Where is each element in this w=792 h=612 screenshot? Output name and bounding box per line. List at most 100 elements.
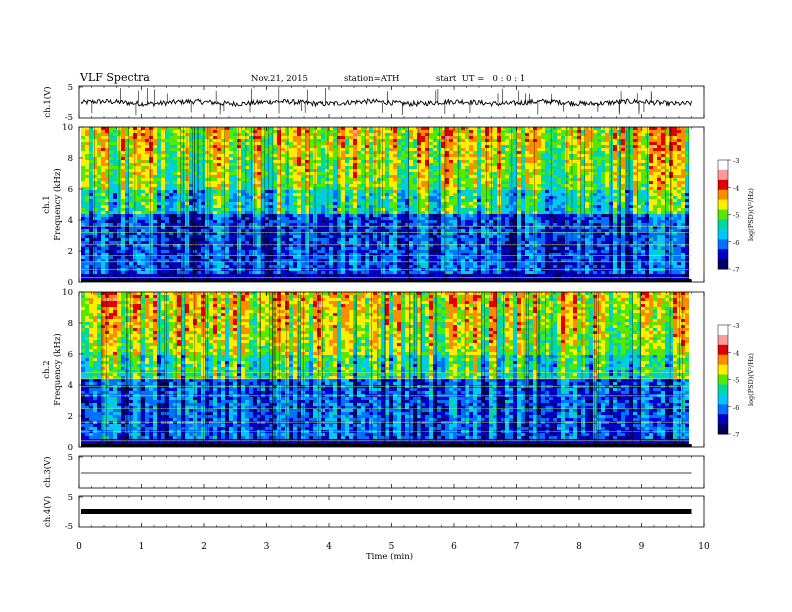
ch1-spectrogram-cell — [229, 244, 233, 247]
ch1-spectrogram-cell — [233, 262, 237, 265]
ch1-spectrogram-cell — [89, 256, 93, 259]
ch1-spectrogram-cell — [157, 145, 161, 148]
ch1-spectrogram-cell — [433, 127, 437, 130]
ch1-spectrogram-cell — [149, 220, 153, 223]
ch1-spectrogram-cell — [165, 277, 169, 280]
ch1-spectrogram-cell — [385, 235, 389, 238]
ch1-spectrogram-cell — [205, 166, 209, 169]
ch1-spectrogram-cell — [221, 145, 225, 148]
ch1-spectrogram-cell — [105, 223, 109, 226]
ch1-spectrogram-cell — [413, 265, 417, 268]
ch1-spectrogram-cell — [269, 229, 273, 232]
ch1-spectrogram-cell — [381, 208, 385, 211]
ch1-spectrogram-cell — [333, 160, 337, 163]
ch1-spectrogram-cell — [225, 169, 229, 172]
ch1-spectrogram-cell — [201, 205, 205, 208]
ch1-spectrogram-cell — [177, 223, 181, 226]
ch1-spectrogram-cell — [401, 157, 405, 160]
ch1-spectrogram-cell — [325, 163, 329, 166]
ch1-spectrogram-cell — [173, 241, 177, 244]
ch1-spectrogram-cell — [341, 193, 345, 196]
ch1-spectrogram-cell — [221, 247, 225, 250]
ch1-spectrogram-cell — [129, 211, 133, 214]
ch1-spectrogram-cell — [273, 139, 277, 142]
ch1-spectrogram-cell — [125, 199, 129, 202]
ch1-spectrogram-cell — [217, 247, 221, 250]
ch1-spectrogram-cell — [369, 205, 373, 208]
ch1-spectrogram-cell — [305, 166, 309, 169]
ch1-spectrogram-cell — [245, 190, 249, 193]
ch1-spectrogram-cell — [249, 175, 253, 178]
ch1-spectrogram-cell — [381, 253, 385, 256]
ch1-spectrogram-cell — [385, 187, 389, 190]
ch1-spectrogram-cell — [405, 187, 409, 190]
ch1-spectrogram-cell — [161, 163, 165, 166]
ch1-spectrogram-cell — [309, 199, 313, 202]
ch1-spectrogram-cell — [193, 211, 197, 214]
ch1-spectrogram-cell — [213, 238, 217, 241]
ch1-spectrogram-cell — [409, 205, 413, 208]
ch1-spectrogram-cell — [449, 262, 453, 265]
ch1-spectrogram-cell — [177, 211, 181, 214]
ch1-spectrogram-cell — [249, 244, 253, 247]
ch1-spectrogram-cell — [121, 259, 125, 262]
ch1-spectrogram-cell — [125, 247, 129, 250]
ch1-spectrogram-cell — [421, 136, 425, 139]
ch1-spectrogram-cell — [453, 241, 457, 244]
ch1-spectrogram-cell — [269, 139, 273, 142]
ch1-spectrogram-cell — [161, 274, 165, 277]
ch1-spectrogram-cell — [305, 232, 309, 235]
ch1-spectrogram-cell — [385, 142, 389, 145]
ch1-spectrogram-cell — [305, 127, 309, 130]
ch1-spectrogram-cell — [109, 142, 113, 145]
ch1-spectrogram-cell — [261, 247, 265, 250]
ch1-spectrogram-cell — [421, 139, 425, 142]
ch1-spectrogram-cell — [85, 196, 89, 199]
ch1-spectrogram-cell — [101, 193, 105, 196]
ch1-spectrogram-cell — [245, 259, 249, 262]
ch1-spectrogram-cell — [433, 187, 437, 190]
ch1-spectrogram-cell — [397, 166, 401, 169]
ch1-spectrogram-cell — [301, 160, 305, 163]
ch1-spectrogram-cell — [205, 157, 209, 160]
ch1-spectrogram-cell — [217, 133, 221, 136]
ch1-spectrogram-cell — [293, 274, 297, 277]
ch1-spectrogram-cell — [289, 196, 293, 199]
ch1-spectrogram-cell — [129, 250, 133, 253]
ch1-spectrogram-cell — [173, 277, 177, 280]
ch1-spectrogram-cell — [433, 235, 437, 238]
ch1-spectrogram-cell — [325, 259, 329, 262]
ch1-spectrogram-cell — [221, 139, 225, 142]
ch1-spectrogram-cell — [221, 256, 225, 259]
ch1-spectrogram-cell — [401, 265, 405, 268]
ch1-spectrogram-cell — [225, 145, 229, 148]
ch1-spectrogram-cell — [101, 148, 105, 151]
ch1-spectrogram-cell — [81, 154, 85, 157]
ch1-spectrogram-cell — [169, 130, 173, 133]
ch1-spectrogram-cell — [125, 208, 129, 211]
ch1-spectrogram-cell — [161, 265, 165, 268]
ch1-spectrogram-cell — [241, 259, 245, 262]
ch1-spectrogram-cell — [149, 256, 153, 259]
ch1-spectrogram-cell — [413, 190, 417, 193]
ch1-spectrogram-cell — [265, 226, 269, 229]
ch1-spectrogram-cell — [397, 199, 401, 202]
ch1-spectrogram-cell — [105, 175, 109, 178]
ch1-spectrogram-cell — [85, 235, 89, 238]
ch1-spectrogram-cell — [221, 148, 225, 151]
ch1-spectrogram-cell — [277, 139, 281, 142]
ch1-spectrogram-cell — [189, 271, 193, 274]
ch1-spectrogram-cell — [297, 202, 301, 205]
ch1-spectrogram-cell — [273, 262, 277, 265]
ch1-spectrogram-cell — [241, 142, 245, 145]
ch1-spectrogram-cell — [309, 196, 313, 199]
ch1-spectrogram-cell — [129, 217, 133, 220]
ch1-spectrogram-cell — [105, 277, 109, 280]
ch1-spectrogram-cell — [137, 163, 141, 166]
ch1-spectrogram-cell — [161, 130, 165, 133]
ch1-spectrogram-cell — [369, 190, 373, 193]
ch1-spectrogram-cell — [233, 133, 237, 136]
ch1-spectrogram-cell — [297, 130, 301, 133]
ch1-spectrogram-cell — [293, 244, 297, 247]
ch1-spectrogram-cell — [241, 181, 245, 184]
